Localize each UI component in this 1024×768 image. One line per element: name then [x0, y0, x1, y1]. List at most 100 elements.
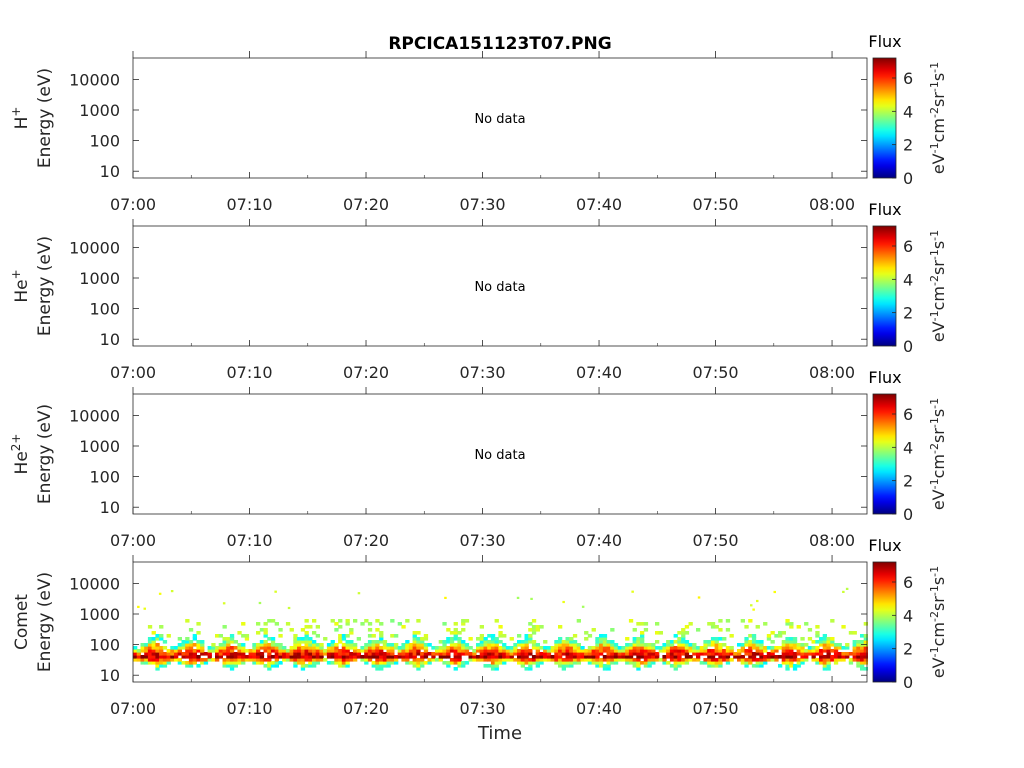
colorbar-tick-label: 4 — [903, 438, 913, 457]
colorbar-unit-label: eV-1cm-2sr-1s-1 — [928, 230, 948, 342]
heatmap-cell — [382, 646, 388, 650]
heatmap-cell — [297, 637, 302, 641]
heatmap-cell — [379, 667, 384, 671]
heatmap-cell — [502, 634, 507, 638]
axes-frame — [132, 393, 868, 515]
heatmap-cell — [819, 649, 824, 653]
heatmap-cell — [315, 649, 320, 653]
heatmap-cell — [300, 646, 306, 650]
y-tick-label: 1000 — [79, 605, 120, 624]
heatmap-cell — [442, 643, 447, 647]
heatmap-cell — [587, 646, 593, 650]
heatmap-cell — [710, 640, 716, 644]
heatmap-cell — [259, 628, 265, 632]
heatmap-cell — [159, 655, 164, 659]
heatmap-cell — [636, 643, 641, 647]
heatmap-cell — [453, 628, 458, 632]
heatmap-cell — [494, 640, 499, 644]
heatmap-cell — [382, 658, 388, 662]
heatmap-cell — [405, 646, 410, 650]
heatmap-cell — [166, 634, 171, 638]
heatmap-cell — [681, 643, 686, 647]
heatmap-cell — [628, 652, 634, 656]
heatmap-cell — [673, 652, 678, 656]
heatmap-cell — [688, 655, 693, 659]
heatmap-cell — [200, 640, 205, 644]
heatmap-cell — [710, 652, 716, 656]
heatmap-cell — [778, 634, 783, 638]
heatmap-cell — [300, 661, 306, 665]
heatmap-cell — [207, 649, 212, 653]
heatmap-cell — [673, 664, 678, 668]
heatmap-cell — [155, 643, 160, 647]
heatmap-cell — [789, 643, 794, 647]
heatmap-cell — [390, 643, 395, 647]
heatmap-cell — [595, 646, 600, 650]
heatmap-cell — [505, 658, 511, 662]
heatmap-cell — [766, 637, 772, 641]
heatmap-cell — [528, 634, 533, 638]
heatmap-cell — [394, 643, 399, 647]
heatmap-cell — [513, 658, 518, 662]
heatmap-cell — [863, 634, 868, 638]
heatmap-cell — [386, 655, 391, 659]
heatmap-cell — [244, 634, 250, 638]
heatmap-cell — [822, 661, 827, 665]
heatmap-cell — [487, 649, 492, 653]
heatmap-cell — [531, 628, 537, 632]
heatmap-cell — [196, 631, 201, 635]
heatmap-cell — [632, 643, 637, 647]
heatmap-cell — [151, 661, 156, 665]
heatmap-cell — [353, 643, 358, 647]
heatmap-cell — [483, 637, 488, 641]
heatmap-cell — [304, 655, 309, 659]
heatmap-cell — [655, 655, 660, 659]
heatmap-cell — [494, 664, 499, 668]
heatmap-cell — [263, 649, 268, 653]
heatmap-cell — [390, 634, 395, 638]
heatmap-cell — [763, 646, 768, 650]
heatmap-cell — [681, 661, 686, 665]
heatmap-cell — [192, 637, 197, 641]
heatmap-cell — [785, 661, 790, 665]
heatmap-cell — [263, 658, 268, 662]
heatmap-cell — [192, 643, 197, 647]
x-tick-label: 07:20 — [343, 363, 389, 382]
heatmap-cell — [718, 661, 723, 665]
heatmap-cell — [330, 652, 335, 656]
heatmap-cell — [505, 649, 511, 653]
heatmap-cell — [602, 634, 608, 638]
heatmap-cell — [725, 628, 731, 632]
heatmap-cell — [181, 640, 186, 644]
heatmap-cell — [416, 619, 421, 623]
x-tick-label: 07:00 — [110, 699, 156, 718]
heatmap-cell — [587, 634, 593, 638]
heatmap-cell — [785, 646, 790, 650]
heatmap-cell — [226, 640, 231, 644]
heatmap-cell — [852, 658, 857, 662]
heatmap-cell — [490, 658, 496, 662]
heatmap-cell — [830, 619, 835, 623]
heatmap-cell — [326, 646, 332, 650]
heatmap-cell — [349, 631, 354, 635]
heatmap-cell — [442, 661, 447, 665]
heatmap-cell — [718, 619, 723, 623]
heatmap-cell — [151, 655, 156, 659]
heatmap-cell — [643, 622, 649, 626]
heatmap-cell — [766, 646, 772, 650]
heatmap-cell — [643, 649, 649, 653]
heatmap-cell — [435, 649, 440, 653]
heatmap-cell — [390, 661, 395, 665]
heatmap-cell — [804, 643, 809, 647]
heatmap-cell — [390, 655, 395, 659]
heatmap-cell — [681, 634, 686, 638]
y-tick-label: 10000 — [69, 70, 120, 89]
heatmap-cell — [617, 649, 622, 653]
heatmap-cell — [289, 655, 294, 659]
heatmap-cell — [647, 661, 652, 665]
heatmap-cell — [606, 640, 611, 644]
heatmap-cell — [431, 655, 436, 659]
heatmap-cell — [669, 664, 675, 668]
heatmap-cell — [684, 655, 690, 659]
